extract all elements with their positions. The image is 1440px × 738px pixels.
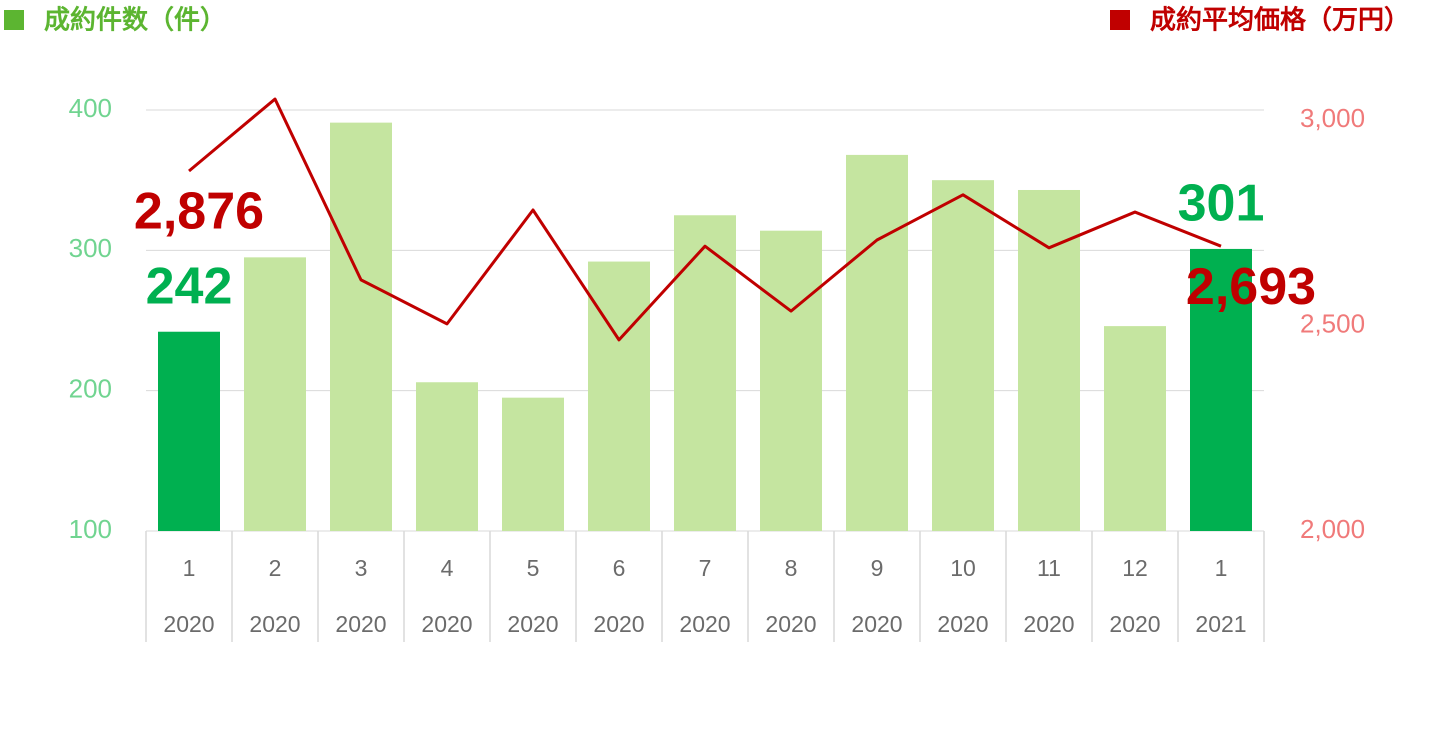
bar (158, 331, 220, 531)
bar (1018, 189, 1080, 532)
x-tick-year: 2020 (765, 611, 816, 637)
data-label: 2,693 (1186, 258, 1316, 316)
y-tick-label: 200 (69, 374, 112, 404)
data-label: 242 (146, 257, 233, 315)
x-tick-year: 2020 (507, 611, 558, 637)
x-tick-year: 2020 (249, 611, 300, 637)
x-tick-label: 11 (1037, 555, 1061, 581)
bar (588, 261, 650, 531)
x-tick-label: 6 (613, 555, 626, 581)
x-tick-year: 2020 (335, 611, 386, 637)
legend-label: 成約平均価格（万円） (1150, 5, 1410, 36)
y2-tick-label: 2,000 (1300, 514, 1365, 544)
bar (760, 230, 822, 532)
x-tick-year: 2020 (1023, 611, 1074, 637)
y-tick-label: 300 (69, 233, 112, 263)
x-tick-label: 3 (355, 555, 368, 581)
bar (1104, 326, 1166, 531)
x-tick-label: 12 (1122, 555, 1148, 581)
x-tick-label: 1 (183, 555, 196, 581)
x-tick-year: 2020 (593, 611, 644, 637)
bar (846, 154, 908, 531)
x-tick-year: 2021 (1195, 611, 1246, 637)
bar (502, 397, 564, 531)
data-label: 301 (1178, 175, 1265, 233)
legend-swatch (1110, 10, 1130, 30)
x-tick-year: 2020 (1109, 611, 1160, 637)
line (188, 97, 1222, 342)
bar (330, 122, 392, 531)
x-tick-year: 2020 (163, 611, 214, 637)
bar (416, 382, 478, 531)
y-tick-label: 100 (69, 514, 112, 544)
legend-label: 成約件数（件） (44, 5, 226, 36)
bar (932, 180, 994, 531)
y-tick-label: 400 (69, 93, 112, 123)
x-tick-label: 1 (1215, 555, 1228, 581)
x-tick-label: 4 (441, 555, 454, 581)
x-tick-label: 2 (269, 555, 282, 581)
x-tick-label: 5 (527, 555, 540, 581)
x-tick-year: 2020 (679, 611, 730, 637)
y2-tick-label: 2,500 (1300, 308, 1365, 338)
legend-swatch (4, 10, 24, 30)
x-tick-label: 10 (950, 555, 976, 581)
x-tick-label: 8 (785, 555, 798, 581)
bar (244, 257, 306, 531)
x-tick-label: 9 (871, 555, 884, 581)
x-tick-year: 2020 (421, 611, 472, 637)
data-label: 2,876 (134, 183, 264, 241)
x-tick-year: 2020 (937, 611, 988, 637)
x-tick-year: 2020 (851, 611, 902, 637)
x-tick-label: 7 (699, 555, 712, 581)
bar (1190, 248, 1252, 531)
y2-tick-label: 3,000 (1300, 103, 1365, 133)
